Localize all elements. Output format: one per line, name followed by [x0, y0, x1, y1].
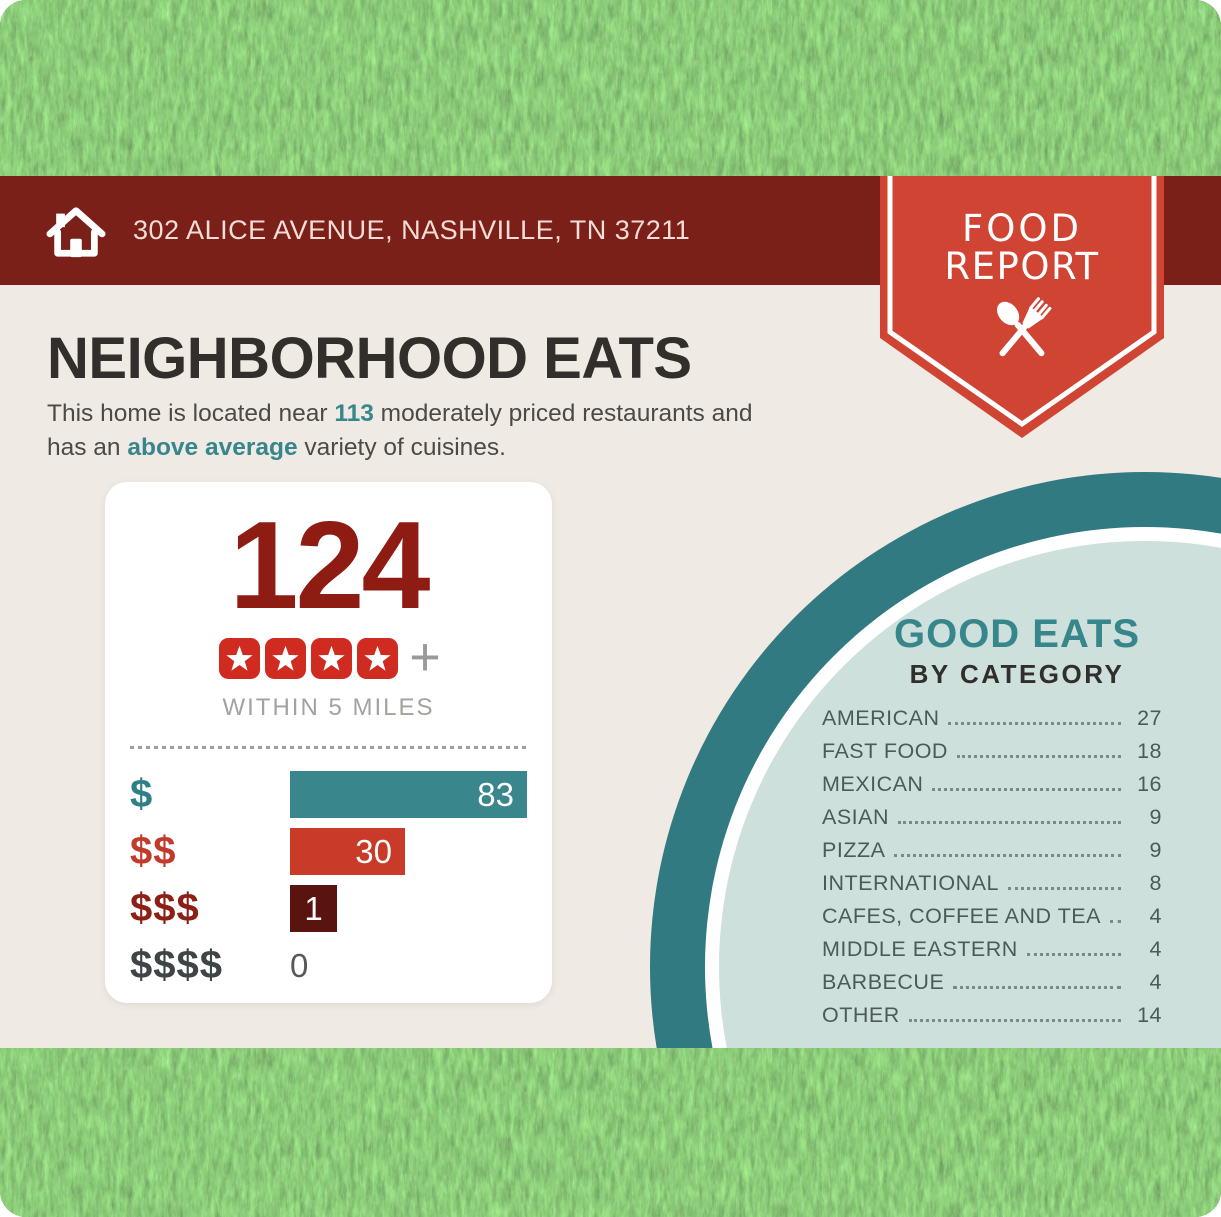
- ribbon-word-report: REPORT: [944, 245, 1100, 289]
- category-row: PIZZA 9: [822, 838, 1162, 871]
- good-eats-title: GOOD EATS: [893, 612, 1141, 656]
- good-eats-panel: GOOD EATS BY CATEGORY AMERICAN 27 FAST FO…: [822, 612, 1162, 1036]
- category-label: CAFES, COFFEE AND TEA: [822, 904, 1101, 928]
- dotted-divider: [130, 746, 527, 749]
- ribbon-word-food: FOOD: [961, 207, 1083, 250]
- ribbon-text: FOOD REPORT: [880, 207, 1164, 289]
- category-row: CAFES, COFFEE AND TEA 4: [822, 904, 1162, 937]
- report-body: NEIGHBORHOOD EATS This home is located n…: [0, 285, 1221, 1048]
- category-count: 9: [1149, 805, 1162, 829]
- category-label: BARBECUE: [822, 970, 945, 994]
- category-label: MEXICAN: [822, 772, 924, 796]
- dot-leader: [898, 821, 1121, 824]
- radius-caption: WITHIN 5 MILES: [222, 694, 435, 721]
- subtitle-text: This home is located near: [47, 400, 335, 427]
- plus-icon: +: [409, 627, 441, 688]
- category-list: AMERICAN 27 FAST FOOD 18 MEXICAN 16 ASIAN 9 …: [822, 706, 1162, 1036]
- restaurant-total-count: 124: [229, 497, 431, 635]
- dot-leader: [1026, 953, 1121, 956]
- category-count: 4: [1149, 937, 1162, 961]
- dot-leader: [956, 755, 1121, 758]
- star-icon: [310, 637, 352, 679]
- category-row: AMERICAN 27: [822, 706, 1162, 739]
- category-label: AMERICAN: [822, 706, 940, 730]
- dot-leader: [894, 854, 1121, 857]
- home-icon: [46, 206, 106, 257]
- category-count: 14: [1137, 1003, 1162, 1027]
- ribbon-shape: [880, 176, 1164, 438]
- star-icon: [218, 637, 260, 679]
- category-row: INTERNATIONAL 8: [822, 871, 1162, 904]
- restaurant-count-highlight: 113: [334, 400, 374, 427]
- category-row: ASIAN 9: [822, 805, 1162, 838]
- price-bar-row: $$$ 1: [130, 885, 527, 932]
- category-label: MIDDLE EASTERN: [822, 937, 1018, 961]
- grass-texture: [0, 0, 1221, 176]
- food-report-badge: FOOD REPORT: [880, 176, 1164, 438]
- category-label: PIZZA: [822, 838, 886, 862]
- dot-leader: [953, 986, 1121, 989]
- dot-leader: [908, 1019, 1121, 1022]
- star-icon: [356, 637, 398, 679]
- intro-subtitle: This home is located near 113 moderately…: [47, 397, 792, 465]
- category-row: OTHER 14: [822, 1003, 1162, 1036]
- category-label: OTHER: [822, 1003, 900, 1027]
- dot-leader: [932, 788, 1121, 791]
- dot-leader: [1109, 920, 1121, 923]
- restaurant-stats-card: 124 + WITHIN 5 MILES $ 83 $$ 30: [105, 482, 552, 1003]
- page-title: NEIGHBORHOOD EATS: [47, 326, 692, 391]
- above-average-highlight: above average: [127, 433, 298, 461]
- grass-band-bottom: [0, 1048, 1221, 1217]
- category-label: INTERNATIONAL: [822, 871, 999, 895]
- property-address: 302 ALICE AVENUE, NASHVILLE, TN 37211: [133, 215, 691, 245]
- price-bar-row: $ 83: [130, 771, 527, 818]
- price-tier-label: $$: [130, 829, 177, 873]
- price-bar-row: $$ 30: [130, 828, 527, 875]
- dot-leader: [1007, 887, 1121, 890]
- subtitle-text: variety of cuisines.: [297, 433, 506, 461]
- price-tier-label: $$$: [130, 886, 200, 930]
- zero-value: 0: [290, 946, 309, 984]
- category-count: 16: [1137, 772, 1162, 796]
- category-count: 27: [1137, 706, 1162, 730]
- category-label: FAST FOOD: [822, 739, 948, 763]
- category-row: FAST FOOD 18: [822, 739, 1162, 772]
- grass-texture: [0, 1048, 1221, 1217]
- category-count: 4: [1149, 904, 1162, 928]
- grass-band-top: [0, 0, 1221, 176]
- price-tier-bar-chart: $ 83 $$ 30 $$$ 1 $$$$ 0: [130, 771, 527, 989]
- category-count: 4: [1149, 970, 1162, 994]
- category-label: ASIAN: [822, 805, 890, 829]
- subtitle-text: moderately priced restaurants and has an: [47, 400, 753, 461]
- price-tier-label: $: [130, 772, 154, 816]
- star-icon: [264, 637, 306, 679]
- price-bar: 30: [290, 828, 405, 875]
- good-eats-subtitle: BY CATEGORY: [909, 659, 1125, 689]
- price-tier-label: $$$$: [130, 943, 223, 987]
- category-count: 9: [1149, 838, 1162, 862]
- dot-leader: [948, 722, 1121, 725]
- price-bar-row: $$$$ 0: [130, 942, 527, 989]
- price-bar: 1: [290, 885, 337, 932]
- category-row: MEXICAN 16: [822, 772, 1162, 805]
- category-count: 8: [1149, 871, 1162, 895]
- category-count: 18: [1137, 739, 1162, 763]
- price-bar: 83: [289, 771, 527, 818]
- category-row: MIDDLE EASTERN 4: [822, 937, 1162, 970]
- spoon-and-fork-icon: [997, 297, 1052, 357]
- category-row: BARBECUE 4: [822, 970, 1162, 1003]
- star-rating: +: [105, 627, 552, 688]
